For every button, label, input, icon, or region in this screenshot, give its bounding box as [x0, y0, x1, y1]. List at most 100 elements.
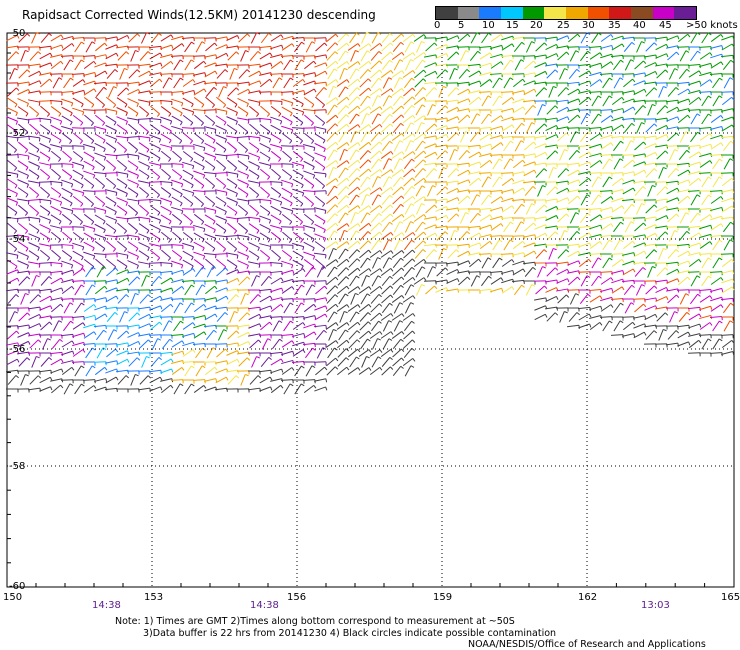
wind-barb-flag [389, 221, 393, 225]
wind-barb-flag [126, 330, 130, 334]
wind-barb [338, 293, 346, 305]
wind-barb [184, 59, 192, 71]
wind-barb [8, 311, 16, 323]
wind-barb-flag [676, 294, 680, 298]
wind-barb [248, 323, 260, 329]
wind-barb [292, 250, 304, 258]
wind-barb-flag [357, 61, 361, 65]
wind-barb [115, 235, 129, 237]
wind-barb [391, 313, 403, 321]
wind-barb [139, 51, 149, 61]
wind-barb [655, 134, 667, 140]
wind-barb-flag [170, 120, 173, 125]
wind-barb [104, 172, 118, 174]
wind-barb [325, 259, 337, 267]
wind-barb [404, 302, 412, 314]
wind-barb-flag [124, 131, 128, 135]
wind-barb-flag [652, 103, 656, 107]
wind-barb [137, 216, 151, 220]
wind-barb [591, 32, 599, 44]
wind-barb [94, 195, 106, 205]
wind-barb [127, 234, 139, 238]
wind-barb-flag [401, 70, 405, 74]
wind-barb-flag [643, 250, 647, 255]
wind-barb-flag [467, 276, 471, 280]
wind-barb [655, 296, 667, 302]
wind-barb [38, 117, 52, 121]
wind-barb [577, 144, 591, 148]
wind-barb [314, 214, 326, 222]
wind-barb-flag [479, 242, 482, 247]
color-swatch [436, 7, 458, 19]
wind-barb-flag [685, 293, 690, 296]
wind-barb [250, 32, 258, 44]
wind-barb [435, 133, 447, 141]
wind-barb-flag [434, 152, 438, 156]
wind-barb [83, 314, 95, 320]
wind-barb-flag [191, 284, 195, 288]
wind-barb-flag [136, 256, 139, 260]
wind-barb-flag [345, 248, 349, 252]
wind-barb [501, 116, 513, 122]
wind-barb-flag [39, 80, 42, 85]
wind-barb [559, 311, 565, 323]
wind-barb [216, 69, 226, 79]
wind-barb [481, 176, 489, 188]
wind-barb [214, 306, 228, 310]
wind-barb-flag [93, 304, 97, 308]
wind-barb-flag [290, 59, 294, 63]
wind-barb-flag [356, 258, 361, 262]
wind-barb-flag [47, 212, 51, 216]
wind-barb [413, 196, 425, 204]
wind-barb-flag [632, 268, 636, 273]
wind-barb-flag [411, 96, 416, 100]
wind-barb-flag [91, 104, 95, 108]
wind-barb [326, 213, 336, 223]
wind-barb-flag [731, 205, 735, 210]
wind-barb-flag [234, 104, 238, 108]
wind-barb [182, 188, 194, 194]
wind-barb [381, 204, 391, 214]
wind-barb-flag [49, 78, 53, 83]
wind-barb [27, 63, 41, 67]
wind-barb-flag [201, 238, 205, 243]
wind-barb-flag [666, 134, 669, 139]
wind-barb [589, 143, 601, 149]
lon-label: 159 [433, 592, 453, 603]
wind-barb-flag [204, 315, 207, 320]
wind-barb-flag [236, 278, 240, 282]
wind-barb-flag [50, 305, 53, 310]
wind-barb [72, 332, 84, 338]
wind-barb [269, 270, 283, 274]
wind-barb-flag [653, 285, 658, 289]
wind-barb-flag [181, 264, 184, 269]
wind-barb [457, 88, 469, 96]
wind-barb-flag [192, 322, 196, 326]
wind-barb [303, 225, 315, 229]
wind-barb-flag [225, 267, 229, 272]
wind-barb [326, 294, 336, 304]
wind-barb [545, 215, 557, 221]
wind-barb-flag [35, 113, 40, 117]
wind-barb [229, 68, 235, 80]
wind-barb [247, 216, 261, 220]
wind-barb-flag [412, 133, 416, 137]
wind-barb [611, 108, 623, 112]
wind-barb [490, 215, 502, 221]
wind-barb [489, 235, 503, 237]
wind-barb-flag [203, 147, 206, 152]
wind-barb-flag [455, 132, 460, 136]
wind-barb [360, 338, 368, 350]
wind-barb [633, 315, 645, 319]
wind-barb [666, 187, 678, 195]
wind-barb [468, 161, 480, 167]
wind-barb [105, 205, 117, 213]
wind-barb [302, 298, 316, 300]
wind-barb-flag [82, 79, 86, 83]
wind-barb-flag [457, 288, 460, 293]
wind-barb [524, 105, 534, 115]
wind-barb-flag [146, 149, 150, 153]
wind-barb [226, 188, 238, 194]
wind-barb [698, 289, 712, 291]
wind-barb-flag [399, 302, 404, 305]
